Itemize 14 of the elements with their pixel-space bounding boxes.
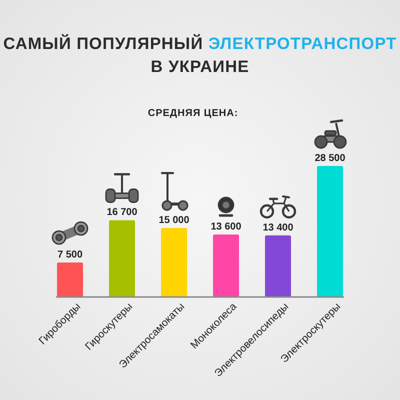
data-label: 13 400	[262, 222, 294, 234]
bar	[213, 234, 239, 297]
chart-title: САМЫЙ ПОПУЛЯРНЫЙ ЭЛЕКТРОТРАНСПОРТ В УКРАИНЕ	[3, 34, 397, 76]
bar	[161, 228, 187, 297]
data-label: 13 600	[210, 221, 242, 232]
chart-subtitle: СРЕДНЯЯ ЦЕНА:	[148, 108, 238, 119]
bar	[109, 220, 135, 297]
data-label: 16 700	[106, 207, 138, 218]
data-label: 7 500	[57, 250, 83, 261]
data-label: 15 000	[158, 215, 190, 226]
bar	[317, 166, 343, 297]
bar	[57, 262, 83, 297]
data-label: 28 500	[314, 153, 346, 164]
bar	[265, 235, 291, 297]
